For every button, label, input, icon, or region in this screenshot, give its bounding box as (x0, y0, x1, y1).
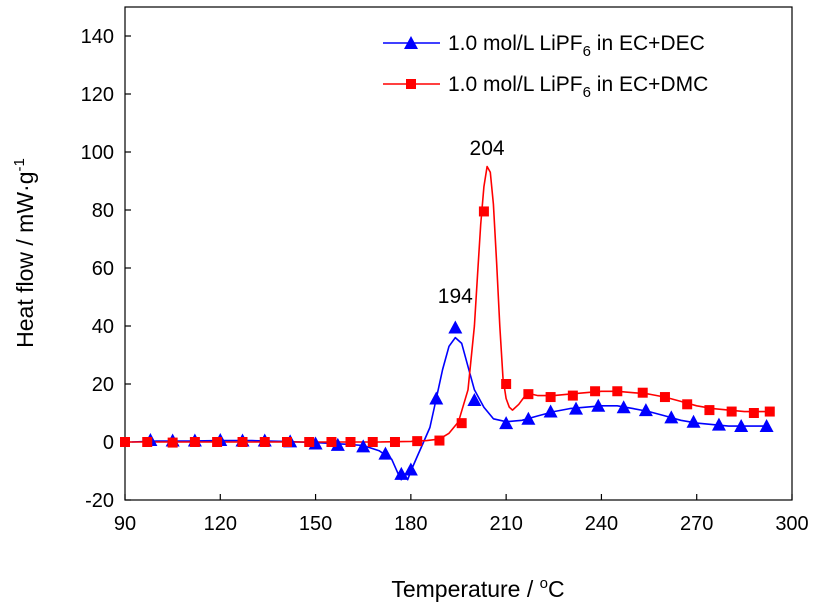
series-2-point (326, 437, 337, 447)
series-1-point (734, 419, 749, 433)
y-tick-label: 80 (92, 200, 114, 222)
y-axis-title: Heat flow / mW·g-1 (11, 158, 38, 348)
series-1-point (499, 416, 514, 430)
peak-label: 194 (438, 285, 473, 308)
series-1-point (759, 419, 774, 433)
x-tick-label: 180 (394, 513, 427, 535)
series-2-point (478, 206, 489, 217)
series-1-point (378, 446, 393, 460)
series-2-point (704, 405, 715, 416)
series-2-point (637, 387, 648, 398)
series-2-point (567, 390, 578, 401)
series-1-point (686, 414, 701, 428)
series-2-point (281, 437, 292, 447)
x-axis-title: Temperature / oC (391, 575, 564, 602)
y-tick-label: 120 (81, 84, 114, 106)
series-2-point (590, 386, 601, 397)
series-2-point (167, 437, 178, 448)
legend-marker-1 (404, 36, 418, 49)
series-2-point (304, 437, 315, 447)
peak-annotations: 194 204 (438, 137, 505, 308)
series-1-point (403, 462, 418, 476)
series-2-point (682, 399, 693, 410)
series-1-point (616, 400, 631, 414)
legend-label-2: 1.0 mol/L LiPF6 in EC+DMC (448, 73, 708, 101)
series-1-point (467, 392, 482, 406)
y-tick-label: 0 (103, 432, 114, 454)
series-1-point (394, 466, 409, 480)
y-tick-label: 140 (81, 26, 114, 48)
series-1-point (521, 411, 536, 425)
series-1-point (448, 320, 463, 334)
plot-area (124, 6, 793, 501)
series-1-point (711, 417, 726, 431)
y-tick-label: -20 (85, 490, 114, 512)
y-axis: -20 0 20 40 60 80 100 120 140 (81, 26, 131, 512)
plot-frame (124, 6, 793, 501)
series-2-point (748, 408, 759, 418)
y-tick-label: 40 (92, 316, 114, 338)
series-2-point (764, 406, 775, 417)
series-1-point (543, 404, 558, 418)
legend-marker-2 (406, 79, 416, 89)
series-markers (120, 206, 775, 480)
legend-label-1: 1.0 mol/L LiPF6 in EC+DEC (448, 32, 705, 60)
y-tick-label: 100 (81, 142, 114, 164)
series-1-point (569, 401, 584, 415)
series-2-point (412, 436, 423, 447)
peak-label: 204 (470, 137, 505, 160)
series-2-point (501, 379, 512, 389)
series-2-point (434, 435, 445, 446)
y-tick-label: 60 (92, 258, 114, 280)
series-2-point (389, 437, 400, 447)
series-curves (125, 165, 770, 481)
series-2-point (367, 437, 378, 447)
series-1-point (591, 398, 606, 412)
series-2-point (456, 418, 467, 429)
x-tick-label: 90 (114, 513, 136, 535)
x-tick-label: 120 (204, 513, 237, 535)
series-2-point (612, 386, 623, 397)
series-2-point (345, 437, 356, 447)
series-1-point (429, 391, 444, 405)
x-tick-label: 210 (489, 513, 522, 535)
series-2-point (120, 437, 130, 447)
series-2-point (189, 437, 200, 447)
x-tick-label: 150 (299, 513, 332, 535)
x-tick-label: 300 (775, 513, 808, 535)
series-1-point (356, 439, 371, 453)
x-axis: 90 120 150 180 210 240 270 300 (114, 494, 809, 535)
series-2-point (659, 392, 670, 403)
series-2-point (259, 437, 270, 447)
y-tick-label: 20 (92, 374, 114, 396)
series-2-point (237, 437, 248, 447)
x-tick-label: 270 (680, 513, 713, 535)
series-2-point (523, 389, 534, 400)
series-1-point (638, 403, 653, 417)
series-2-point (726, 406, 737, 417)
legend: 1.0 mol/L LiPF6 in EC+DEC 1.0 mol/L LiPF6… (383, 32, 708, 101)
series-1-point (664, 410, 679, 424)
series-1-point (330, 437, 345, 451)
series-2-point (212, 437, 223, 447)
series-1-line (131, 336, 770, 481)
x-tick-label: 240 (585, 513, 618, 535)
series-2-point (545, 392, 556, 403)
series-2-point (142, 437, 153, 447)
